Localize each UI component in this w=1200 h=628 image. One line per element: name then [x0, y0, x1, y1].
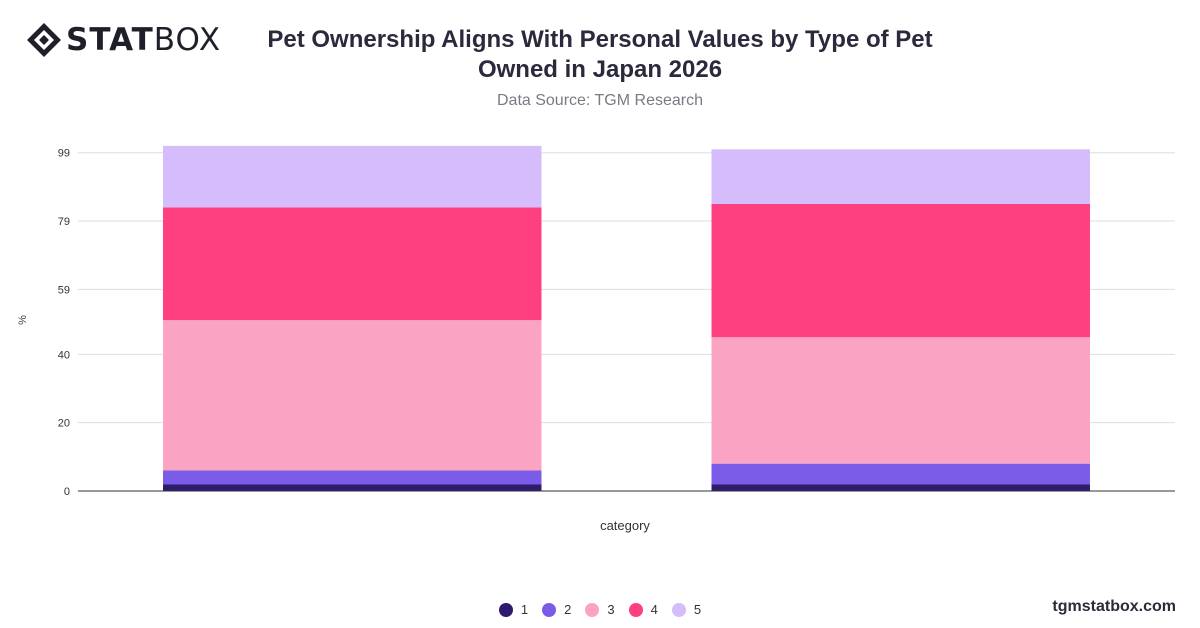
logo-wordmark-light: BOX [153, 22, 222, 58]
legend-label: 5 [693, 602, 702, 617]
legend-item-4[interactable]: 4 [628, 602, 658, 617]
chart-legend: 1 2 3 4 5 [0, 602, 1200, 617]
bar-segment-series-1-category-1[interactable] [163, 484, 542, 491]
bar-segment-series-2-category-1[interactable] [163, 470, 542, 485]
y-tick-label: 99 [58, 148, 70, 160]
bar-segment-series-4-category-2[interactable] [711, 203, 1090, 338]
bar-segment-series-4-category-1[interactable] [163, 207, 542, 321]
legend-swatch [671, 602, 686, 617]
legend-swatch [628, 602, 643, 617]
chart-subtitle: Data Source: TGM Research [496, 92, 703, 109]
legend-label: 4 [650, 602, 658, 617]
statbox-logo: STATBOX [26, 22, 221, 58]
statbox-logo-icon [27, 23, 61, 57]
legend-swatch [585, 602, 600, 617]
x-axis-label: category [600, 518, 650, 533]
bar-segment-series-2-category-2[interactable] [711, 463, 1090, 485]
legend-item-2[interactable]: 2 [542, 602, 571, 617]
chart-title: Pet Ownership Aligns With Personal Value… [267, 26, 933, 83]
legend-label: 2 [564, 602, 572, 617]
y-tick-label: 0 [64, 486, 70, 498]
legend-item-1[interactable]: 1 [498, 602, 529, 617]
legend-label: 3 [607, 602, 615, 617]
legend-swatch [542, 602, 557, 617]
y-tick-label: 40 [58, 349, 70, 361]
legend-item-5[interactable]: 5 [671, 602, 702, 617]
legend-label: 1 [520, 602, 529, 617]
website-watermark: tgmstatbox.com [1052, 598, 1176, 615]
logo-wordmark-bold: STAT [66, 22, 154, 58]
logo-wordmark: STATBOX [66, 22, 221, 58]
legend-swatch [498, 602, 513, 617]
bar-segment-series-5-category-2[interactable] [711, 149, 1090, 204]
bar-segment-series-3-category-1[interactable] [163, 320, 542, 471]
bar-segment-series-5-category-1[interactable] [163, 145, 542, 208]
bar-segment-series-1-category-2[interactable] [711, 484, 1090, 491]
bar-segment-series-3-category-2[interactable] [711, 337, 1090, 464]
y-tick-label: 59 [58, 284, 70, 296]
y-tick-label: 79 [58, 216, 70, 228]
y-tick-label: 20 [58, 418, 70, 430]
legend-item-3[interactable]: 3 [585, 602, 615, 617]
